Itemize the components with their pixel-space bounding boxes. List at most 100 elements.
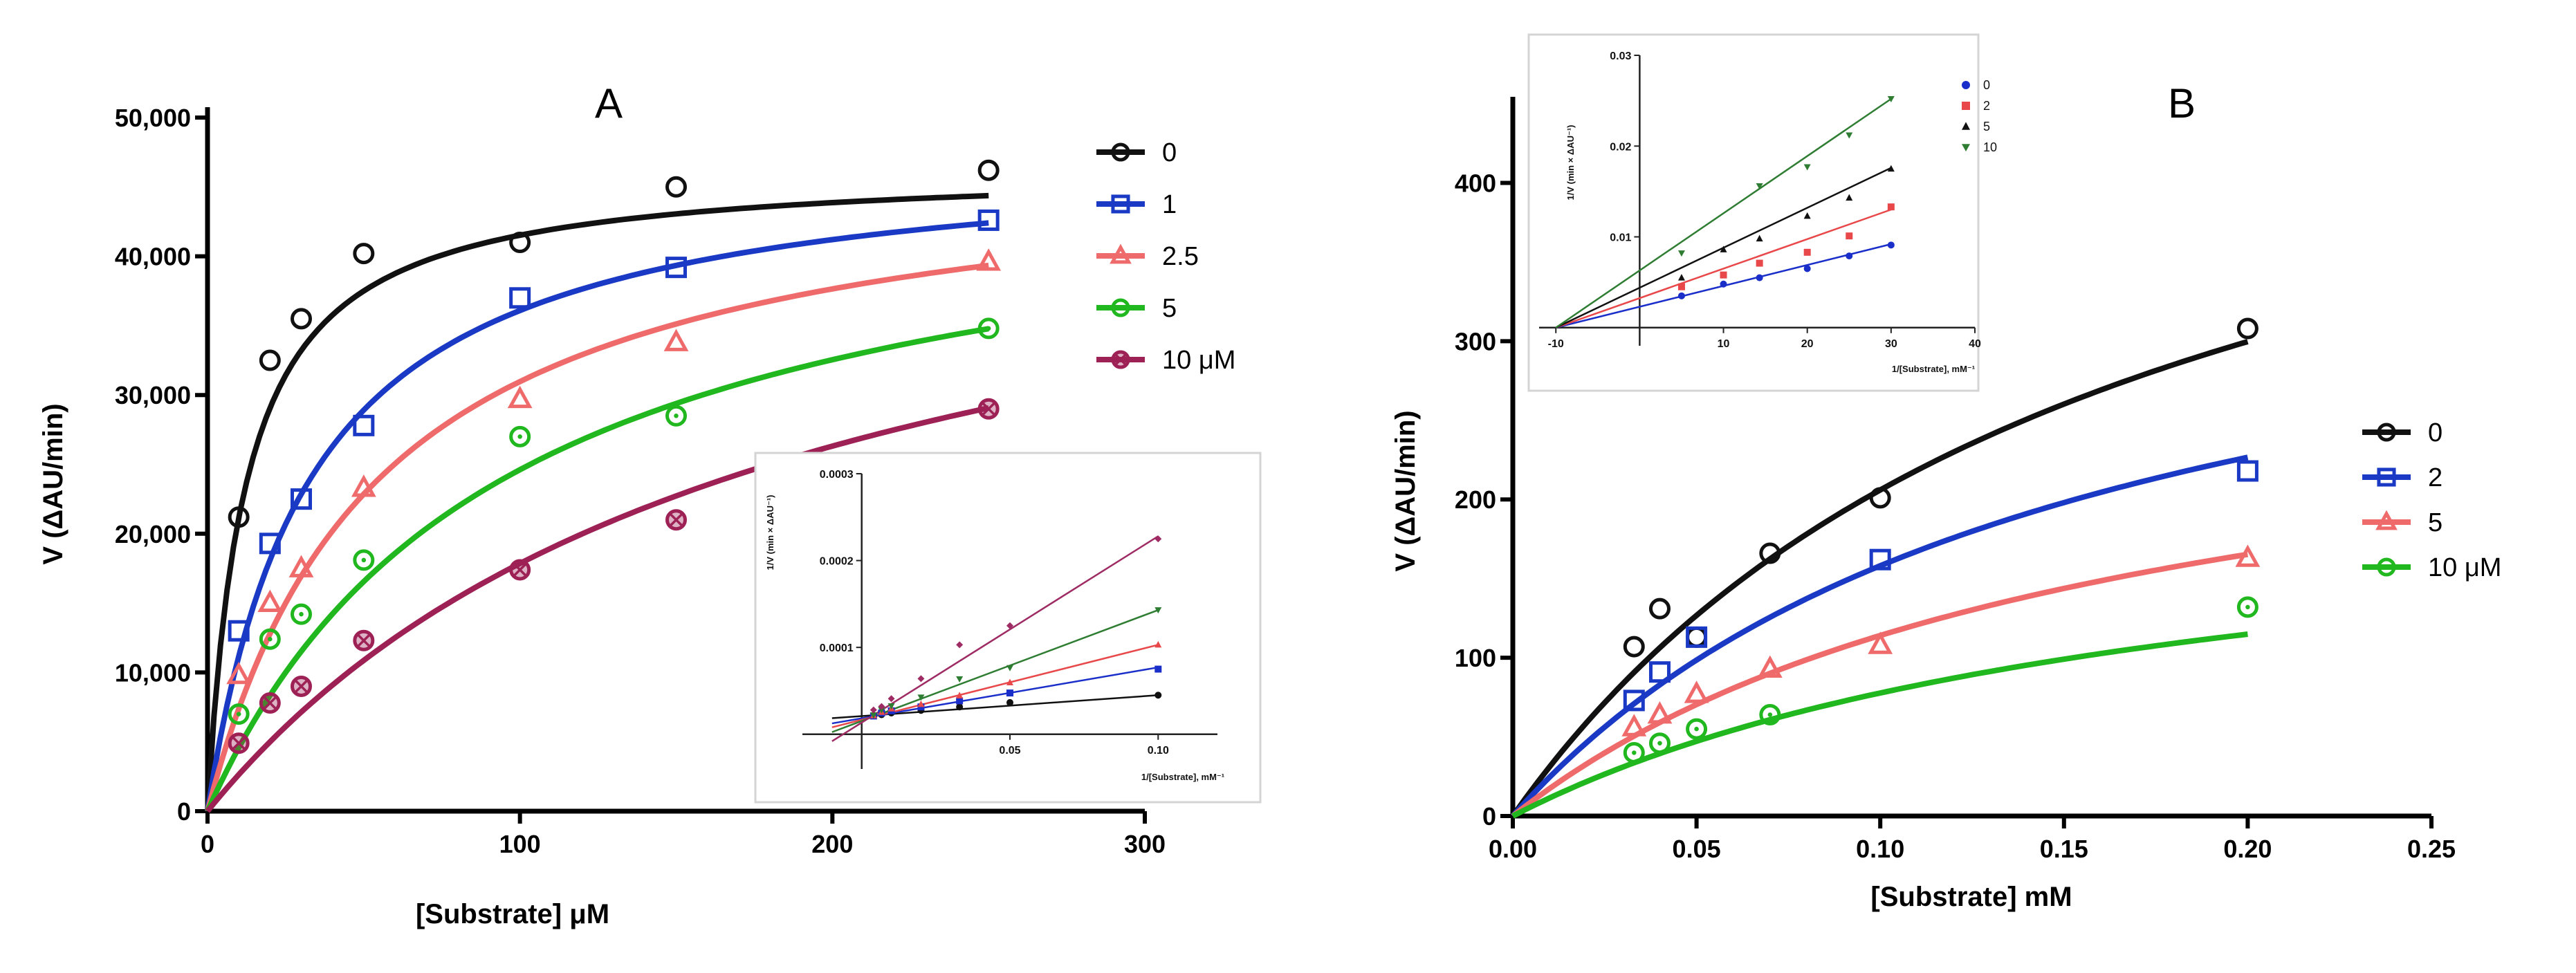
inset-data-point-series-4: [1154, 607, 1162, 614]
data-point-series-4: [665, 405, 687, 427]
inset-x-tick-label: 10: [1718, 338, 1730, 350]
inset-data-point-series-1: [1846, 252, 1853, 260]
fit-curve-series-3: [205, 262, 989, 813]
panel-b-x-axis-title: [Substrate] mM: [1870, 882, 2072, 912]
data-point-series-4: [977, 317, 1000, 340]
inset-legend-label-1: 0: [1983, 78, 1990, 92]
inset-data-point-series-5: [1154, 535, 1162, 543]
legend-marker-series-1: [1111, 142, 1130, 162]
inset-data-point-series-3: [1756, 234, 1763, 242]
panel-b-inset-frame: [1527, 33, 1980, 392]
fit-curve-series-1: [205, 192, 989, 812]
legend-marker-series-4: [2377, 557, 2396, 577]
data-point-series-3: [2235, 544, 2261, 567]
data-point-series-4: [291, 603, 312, 625]
legend-marker-series-3: [1110, 243, 1132, 264]
fit-curve-series-5: [205, 405, 990, 813]
legend-marker-series-2: [1111, 194, 1130, 214]
data-point-series-3: [226, 661, 252, 685]
y-tick-label: 400: [1455, 169, 1496, 197]
panel-a-inset-points: [870, 535, 1162, 720]
panel-a-inset-frame: [754, 452, 1262, 804]
data-point-series-2: [1869, 548, 1891, 571]
inset-fit-line-series-4: [1555, 98, 1892, 328]
y-tick-label: 300: [1455, 327, 1496, 355]
data-point-series-2: [291, 488, 312, 510]
fit-curve-series-4: [1511, 631, 2248, 819]
data-point-series-5: [228, 732, 250, 754]
data-point-series-3: [1647, 701, 1673, 724]
panel-a: A V (ΔAU/min) [Substrate] μM 0 10,000 20,0…: [38, 80, 1262, 929]
inset-legend-marker-3: [1962, 122, 1970, 130]
legend-label-series-1: 0: [2428, 418, 2442, 447]
data-point-series-5: [977, 398, 1000, 420]
data-point-series-5: [665, 509, 687, 531]
inset-x-tick-label: 0.10: [1148, 745, 1169, 757]
data-point-series-3: [507, 385, 533, 409]
inset-x-tick-label: 20: [1801, 338, 1814, 350]
inset-data-point-series-3: [917, 700, 925, 707]
x-tick-label: 100: [499, 830, 541, 858]
data-point-series-4: [1686, 718, 1708, 740]
inset-data-point-series-1: [1677, 292, 1685, 299]
inset-data-point-series-3: [1720, 245, 1727, 252]
legend-label-series-5: 10 μM: [1162, 346, 1235, 375]
legend-label-series-3: 5: [2428, 508, 2442, 537]
inset-data-point-series-5: [878, 703, 885, 710]
data-point-series-3: [663, 328, 689, 351]
data-point-series-1: [1686, 626, 1708, 648]
data-point-series-1: [1648, 597, 1671, 620]
panel-a-label: A: [595, 80, 623, 127]
inset-data-point-series-3: [1677, 274, 1685, 281]
data-point-series-1: [977, 159, 1000, 181]
inset-fit-line-series-4: [831, 609, 1159, 733]
legend-marker-series-2: [2377, 467, 2396, 487]
data-point-series-3: [257, 589, 283, 612]
panel-b-inset-x-title: 1/[Substrate], mM⁻¹: [1892, 364, 1975, 374]
x-tick-label: 0.10: [1856, 835, 1904, 863]
panel-a-inset-lines: [831, 535, 1159, 742]
y-tick-label: 40,000: [115, 243, 191, 271]
inset-data-point-series-2: [1154, 665, 1162, 673]
data-point-series-1: [1623, 636, 1645, 658]
panel-b-legend: 0 2 5 10 μM: [2362, 418, 2501, 582]
legend-marker-series-1: [2377, 423, 2396, 442]
inset-fit-line-series-3: [831, 644, 1159, 728]
data-point-series-2: [1623, 689, 1645, 712]
data-point-series-1: [1759, 542, 1781, 564]
panel-a-axes: 0 10,000 20,000 30,000 40,000 50,000 0 100 200 30…: [115, 104, 1166, 858]
data-point-series-4: [1623, 741, 1645, 763]
panel-b-inset: 1/V (min × ΔAU⁻¹) 1/[Substrate], mM⁻¹ 0.…: [1527, 33, 1997, 392]
legend-label-series-3: 2.5: [1162, 242, 1199, 271]
inset-data-point-series-4: [1803, 164, 1811, 171]
inset-fit-line-series-2: [1555, 208, 1892, 328]
panel-b-y-axis-title: V (ΔAU/min): [1390, 410, 1421, 571]
y-tick-label: 0: [1482, 802, 1496, 831]
inset-data-point-series-3: [1887, 165, 1895, 172]
panel-a-fit-curves: [205, 192, 990, 813]
inset-data-point-series-3: [1154, 640, 1162, 648]
inset-y-tick-label: 0.03: [1610, 50, 1631, 62]
x-tick-label: 0: [201, 830, 214, 858]
inset-y-tick-label: 0.0003: [820, 469, 854, 481]
data-point-series-2: [977, 209, 1000, 231]
x-tick-label: 0.15: [2040, 835, 2088, 863]
panel-a-inset-x-title: 1/[Substrate], mM⁻¹: [1141, 772, 1224, 782]
inset-data-point-series-4: [870, 712, 877, 719]
data-point-series-2: [665, 257, 687, 279]
data-point-series-3: [288, 555, 314, 577]
inset-y-tick-label: 0.01: [1610, 232, 1631, 244]
legend-marker-series-3: [2375, 510, 2398, 530]
y-tick-label: 10,000: [115, 658, 191, 687]
legend-marker-series-4: [1111, 298, 1130, 317]
inset-data-point-series-4: [956, 676, 964, 683]
panel-a-x-axis-title: [Substrate] μM: [416, 899, 609, 929]
inset-x-tick-label: 40: [1969, 338, 1981, 350]
data-point-series-2: [509, 287, 531, 309]
fit-curve-series-2: [205, 220, 989, 812]
inset-data-point-series-2: [1720, 271, 1727, 279]
data-point-series-5: [291, 675, 312, 697]
data-point-series-3: [1757, 655, 1783, 678]
data-point-series-1: [259, 349, 281, 371]
panel-b-inset-y-title: 1/V (min × ΔAU⁻¹): [1565, 124, 1576, 200]
